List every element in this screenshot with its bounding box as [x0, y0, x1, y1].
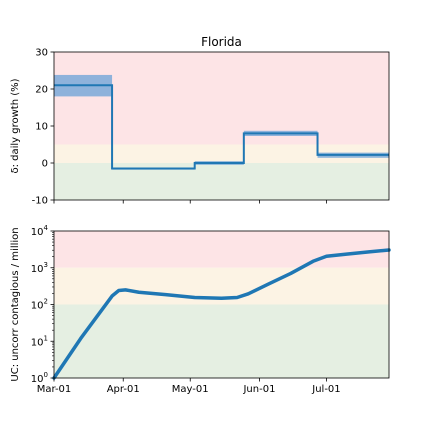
contagious-line: [52, 248, 391, 380]
y-tick-label: -10: [32, 196, 48, 207]
y-tick-base: 10: [31, 337, 44, 348]
chart-title: Florida: [201, 35, 242, 49]
x-tick-label: May-01: [172, 384, 209, 395]
contagious-panel: Mar-01 Apr-01 May-01 Jun-01 Jul-011001011021…: [10, 224, 391, 395]
background-band: [54, 231, 389, 268]
background-band: [54, 52, 389, 145]
background-band: [54, 144, 389, 163]
y-tick-label: 103: [31, 261, 48, 275]
x-tick-label: Mar-01: [37, 384, 72, 395]
y-tick-base: 10: [31, 264, 44, 275]
y-tick-base: 10: [31, 301, 44, 312]
y-tick-exponent: 4: [44, 224, 49, 232]
y-tick-label: 102: [31, 298, 48, 312]
x-tick-label: Jul-01: [311, 384, 340, 395]
y-tick-label: 30: [35, 48, 48, 59]
y-axis-label: UC: uncorr contagious / million: [10, 227, 21, 381]
background-band: [54, 163, 389, 200]
growth-panel: -10 0 10 20 30 Florida δ: daily growth (%): [10, 35, 390, 207]
y-tick-label: 104: [31, 224, 49, 238]
y-tick-exponent: 3: [44, 261, 48, 269]
y-tick-label: 20: [35, 85, 48, 96]
y-tick-base: 10: [31, 227, 44, 238]
background-band: [54, 304, 389, 378]
y-tick-label: 101: [31, 334, 48, 348]
y-tick-exponent: 1: [44, 334, 48, 342]
x-tick-label: Apr-01: [107, 384, 140, 395]
x-tick-label: Jun-01: [242, 384, 275, 395]
y-axis-label: δ: daily growth (%): [10, 78, 21, 173]
y-tick-exponent: 2: [44, 298, 48, 306]
y-tick-label: 100: [31, 371, 48, 385]
growth-step-line: [54, 84, 389, 170]
y-tick-exponent: 0: [44, 371, 48, 379]
y-tick-label: 10: [35, 122, 48, 133]
y-tick-base: 10: [31, 374, 44, 385]
y-tick-label: 0: [42, 159, 48, 170]
